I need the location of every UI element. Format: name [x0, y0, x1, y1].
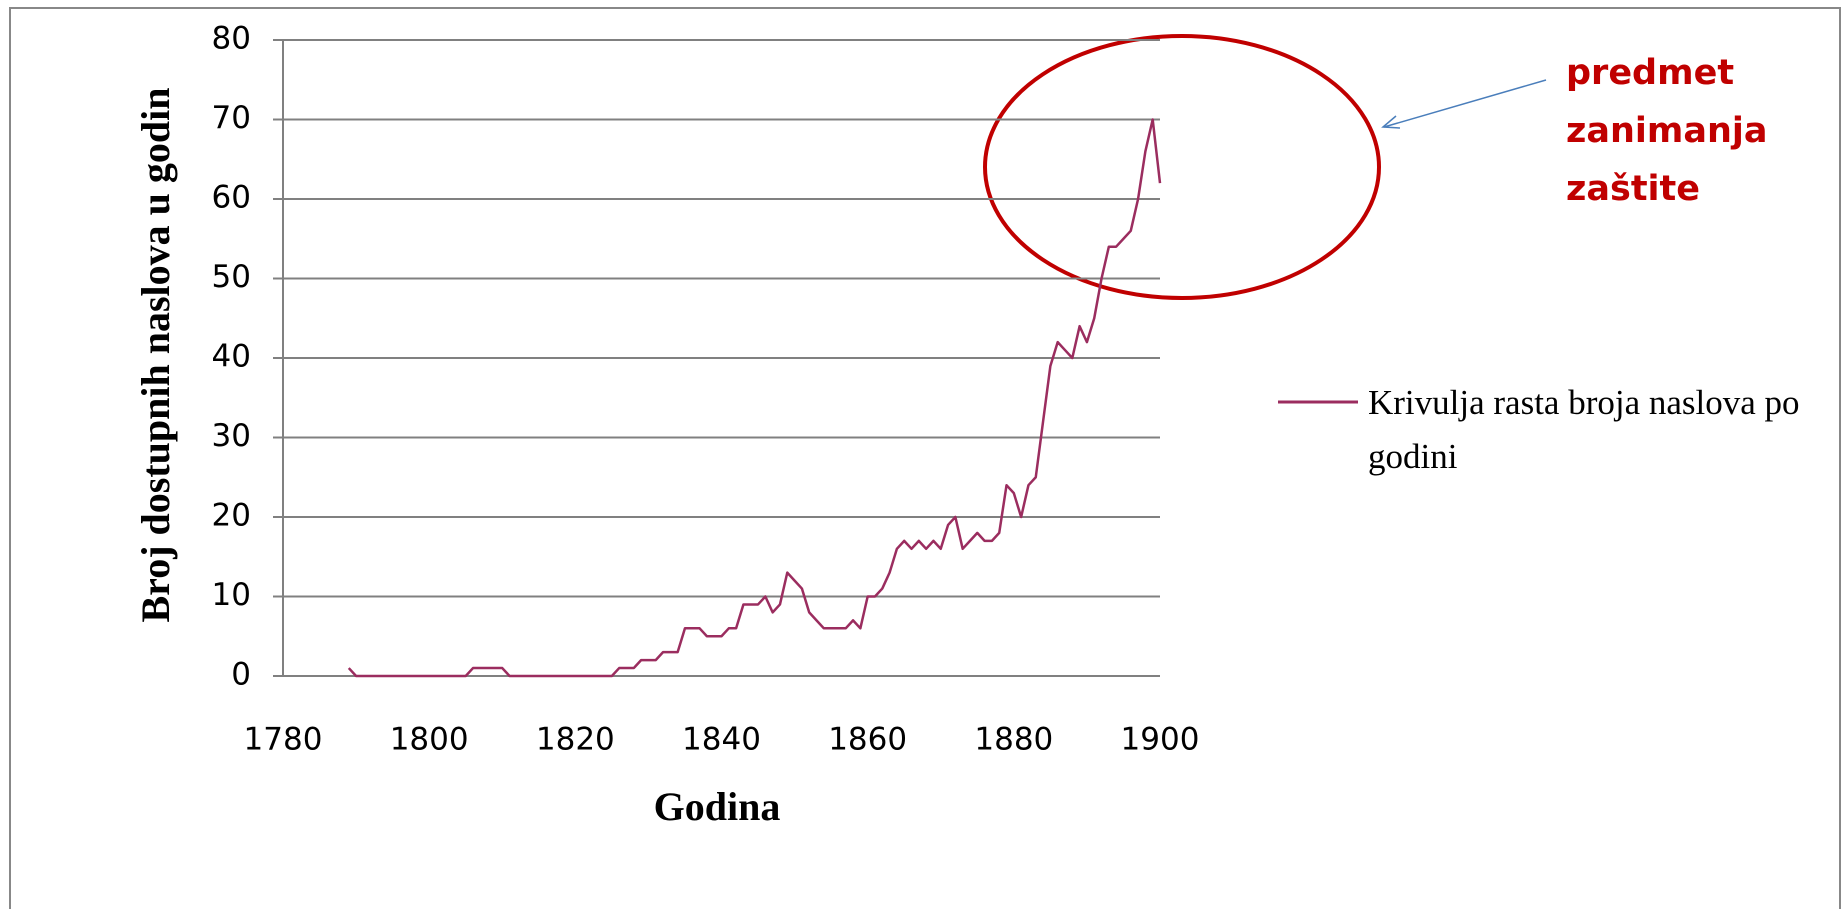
x-tick-label: 1900	[1121, 722, 1200, 758]
y-tick-label: 40	[212, 339, 251, 375]
legend: Krivulja rasta broja naslova po godini	[1368, 383, 1800, 476]
arrow-head	[1381, 115, 1401, 129]
x-tick-label: 1840	[682, 722, 761, 758]
y-tick-label: 30	[212, 418, 251, 454]
x-tick-label: 1780	[244, 722, 323, 758]
x-axis-label: Godina	[654, 784, 781, 829]
y-tick-label: 10	[212, 577, 251, 613]
y-tick-label: 0	[231, 657, 251, 693]
x-tick-label: 1800	[390, 722, 469, 758]
y-tick-label: 60	[212, 180, 251, 216]
annotation-text: predmet	[1566, 53, 1734, 93]
highlight-ellipse	[983, 34, 1381, 300]
data-line	[347, 118, 1162, 678]
frame	[9, 7, 1841, 909]
y-axis-label: Broj dostupnih naslova u godin	[133, 87, 178, 622]
x-tick-label: 1880	[974, 722, 1053, 758]
arrow	[1383, 79, 1547, 128]
annotation-text: zanimanja	[1566, 111, 1768, 151]
y-tick-label: 20	[212, 498, 251, 534]
y-tick-label: 50	[212, 259, 251, 295]
y-tick-label: 80	[212, 21, 251, 57]
y-tick-label: 70	[212, 100, 251, 136]
legend-label: Krivulja rasta broja naslova po godini	[1368, 383, 1800, 476]
x-tick-label: 1860	[828, 722, 907, 758]
annotation-text: zaštite	[1566, 169, 1700, 209]
x-tick-label: 1820	[536, 722, 615, 758]
